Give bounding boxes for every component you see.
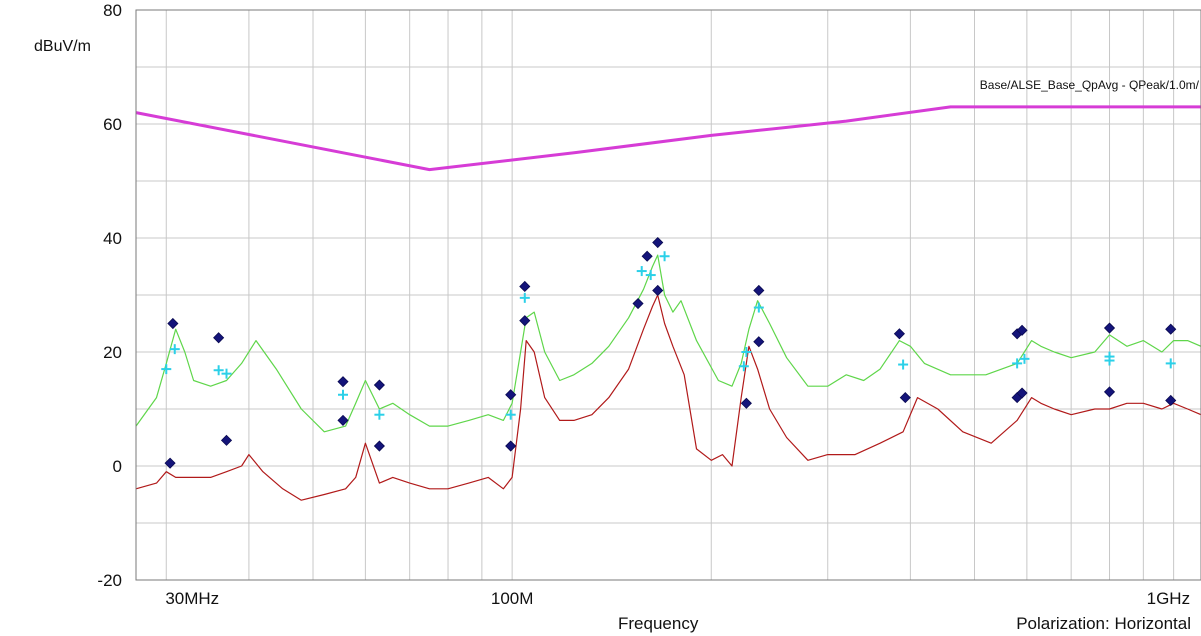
qp-marker: [221, 368, 232, 379]
markers-layer: [161, 236, 1177, 469]
x-tick-label: 1GHz: [1147, 589, 1190, 608]
y-axis-label: dBuV/m: [34, 38, 91, 55]
plot-frame: [135, 9, 1201, 581]
y-axis-ticks: -20 0 20 40 60 80: [97, 1, 122, 590]
qp-marker: [1012, 358, 1023, 369]
peak-marker: [505, 389, 517, 401]
peak-marker: [167, 317, 179, 330]
peak-marker: [213, 332, 225, 344]
y-tick-label: 40: [103, 229, 122, 248]
peak-marker: [652, 236, 664, 249]
peak-marker: [1016, 324, 1028, 336]
qp-marker: [741, 347, 752, 357]
x-axis-ticks: 30MHz 100M 1GHz: [165, 589, 1190, 608]
series-layer: [135, 105, 1201, 501]
average-marker: [164, 457, 176, 469]
qp-marker: [505, 409, 516, 420]
average-marker: [1165, 394, 1177, 407]
qp-marker: [213, 365, 224, 376]
y-tick-label: 20: [103, 343, 122, 362]
qp-marker: [1104, 351, 1115, 362]
peak-marker: [373, 379, 385, 391]
y-tick-label: 80: [103, 1, 122, 20]
qp-marker: [1165, 358, 1176, 369]
series-peak-line: [135, 254, 1201, 433]
y-tick-label: 60: [103, 115, 122, 134]
x-tick-label: 30MHz: [165, 589, 219, 608]
qp-marker: [169, 344, 180, 355]
qp-marker: [738, 361, 749, 372]
average-marker: [337, 414, 349, 426]
x-tick-label: 100M: [491, 589, 534, 608]
polarization-label: Polarization: Horizontal: [1016, 614, 1191, 633]
peak-marker: [641, 250, 653, 262]
average-marker: [1016, 387, 1028, 399]
y-tick-label: 0: [113, 457, 122, 476]
average-marker: [753, 336, 765, 348]
average-marker: [899, 392, 911, 404]
legend-limit-label: Base/ALSE_Base_QpAvg - QPeak/1.0m/: [980, 78, 1200, 92]
peak-marker: [753, 284, 765, 297]
qp-marker: [374, 409, 385, 420]
peak-marker: [519, 280, 531, 293]
average-marker: [632, 297, 644, 310]
average-marker: [505, 440, 517, 452]
series-average-line: [135, 294, 1201, 501]
peak-marker: [893, 328, 905, 340]
qp-marker: [337, 389, 348, 400]
average-marker: [519, 315, 531, 327]
qp-marker: [636, 266, 647, 277]
qp-marker: [645, 270, 656, 281]
peak-marker: [337, 376, 349, 388]
qp-marker: [898, 359, 909, 370]
peak-marker: [1103, 322, 1116, 334]
average-marker: [220, 434, 233, 446]
qp-marker: [753, 302, 764, 313]
qp-marker: [519, 292, 530, 303]
qp-marker: [161, 364, 172, 375]
qp-marker: [659, 251, 670, 262]
series-limit-line: [135, 105, 1201, 172]
average-marker: [1103, 386, 1116, 398]
qp-marker: [1019, 353, 1030, 364]
average-marker: [740, 397, 752, 409]
x-axis-label: Frequency: [618, 614, 699, 633]
average-marker: [373, 440, 385, 452]
y-tick-label: -20: [97, 571, 122, 590]
peak-marker: [1165, 323, 1177, 335]
average-marker: [652, 284, 664, 297]
